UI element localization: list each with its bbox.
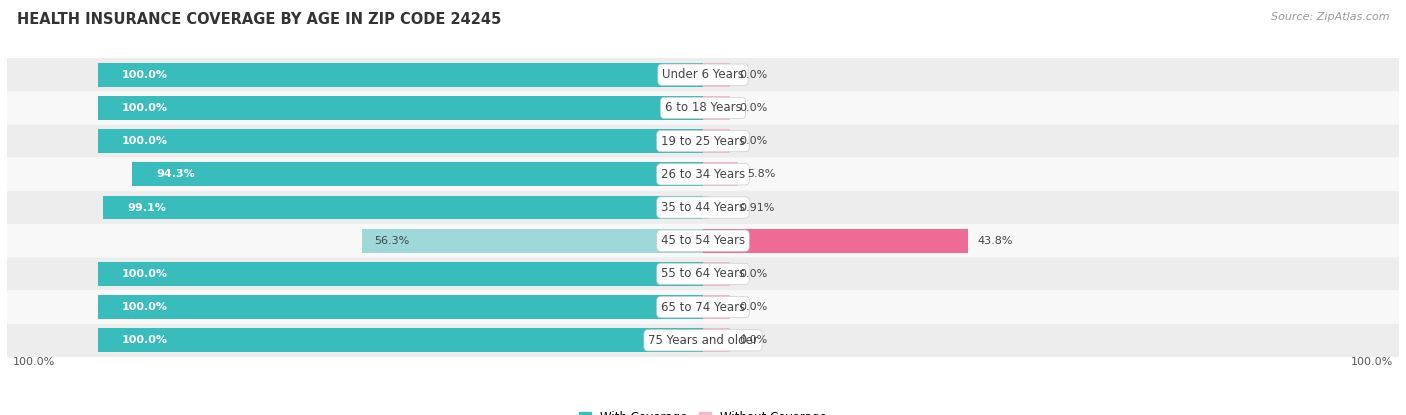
Text: 0.0%: 0.0% <box>740 136 768 146</box>
Text: 100.0%: 100.0% <box>13 357 55 367</box>
FancyBboxPatch shape <box>7 224 1399 257</box>
FancyBboxPatch shape <box>7 124 1399 158</box>
Text: 0.91%: 0.91% <box>740 203 775 212</box>
Text: 100.0%: 100.0% <box>122 302 167 312</box>
Bar <box>703 96 730 120</box>
Text: 100.0%: 100.0% <box>122 335 167 345</box>
FancyBboxPatch shape <box>7 290 1399 324</box>
FancyBboxPatch shape <box>7 58 1399 91</box>
Text: 5.8%: 5.8% <box>747 169 776 179</box>
Text: 56.3%: 56.3% <box>374 236 409 246</box>
Bar <box>98 63 703 87</box>
FancyBboxPatch shape <box>7 324 1399 357</box>
Bar <box>98 129 703 153</box>
Text: 6 to 18 Years: 6 to 18 Years <box>665 101 741 115</box>
Text: 100.0%: 100.0% <box>1351 357 1393 367</box>
Bar <box>98 96 703 120</box>
Bar <box>363 229 703 253</box>
Text: 75 Years and older: 75 Years and older <box>648 334 758 347</box>
Text: 19 to 25 Years: 19 to 25 Years <box>661 134 745 148</box>
Bar <box>703 262 730 286</box>
Legend: With Coverage, Without Coverage: With Coverage, Without Coverage <box>574 406 832 415</box>
Bar <box>703 162 738 186</box>
Text: HEALTH INSURANCE COVERAGE BY AGE IN ZIP CODE 24245: HEALTH INSURANCE COVERAGE BY AGE IN ZIP … <box>17 12 501 27</box>
Text: 26 to 34 Years: 26 to 34 Years <box>661 168 745 181</box>
Text: 94.3%: 94.3% <box>156 169 195 179</box>
Bar <box>703 328 730 352</box>
Bar <box>98 328 703 352</box>
Text: Under 6 Years: Under 6 Years <box>662 68 744 81</box>
Text: 65 to 74 Years: 65 to 74 Years <box>661 300 745 314</box>
FancyBboxPatch shape <box>7 158 1399 191</box>
Text: 35 to 44 Years: 35 to 44 Years <box>661 201 745 214</box>
Text: 0.0%: 0.0% <box>740 302 768 312</box>
Text: 0.0%: 0.0% <box>740 103 768 113</box>
Text: 0.0%: 0.0% <box>740 269 768 279</box>
Text: Source: ZipAtlas.com: Source: ZipAtlas.com <box>1271 12 1389 22</box>
Text: 43.8%: 43.8% <box>977 236 1012 246</box>
Text: 100.0%: 100.0% <box>122 269 167 279</box>
Text: 55 to 64 Years: 55 to 64 Years <box>661 267 745 281</box>
Bar <box>703 195 709 220</box>
Text: 45 to 54 Years: 45 to 54 Years <box>661 234 745 247</box>
Text: 100.0%: 100.0% <box>122 103 167 113</box>
Text: 99.1%: 99.1% <box>128 203 166 212</box>
Text: 0.0%: 0.0% <box>740 335 768 345</box>
Bar <box>703 63 730 87</box>
FancyBboxPatch shape <box>7 191 1399 224</box>
FancyBboxPatch shape <box>7 91 1399 124</box>
Bar <box>703 229 969 253</box>
Bar <box>98 295 703 319</box>
Text: 100.0%: 100.0% <box>122 70 167 80</box>
Text: 0.0%: 0.0% <box>740 70 768 80</box>
FancyBboxPatch shape <box>7 257 1399 290</box>
Bar <box>703 295 730 319</box>
Text: 100.0%: 100.0% <box>122 136 167 146</box>
Bar <box>132 162 703 186</box>
Bar <box>103 195 703 220</box>
Bar <box>98 262 703 286</box>
Bar <box>703 129 730 153</box>
